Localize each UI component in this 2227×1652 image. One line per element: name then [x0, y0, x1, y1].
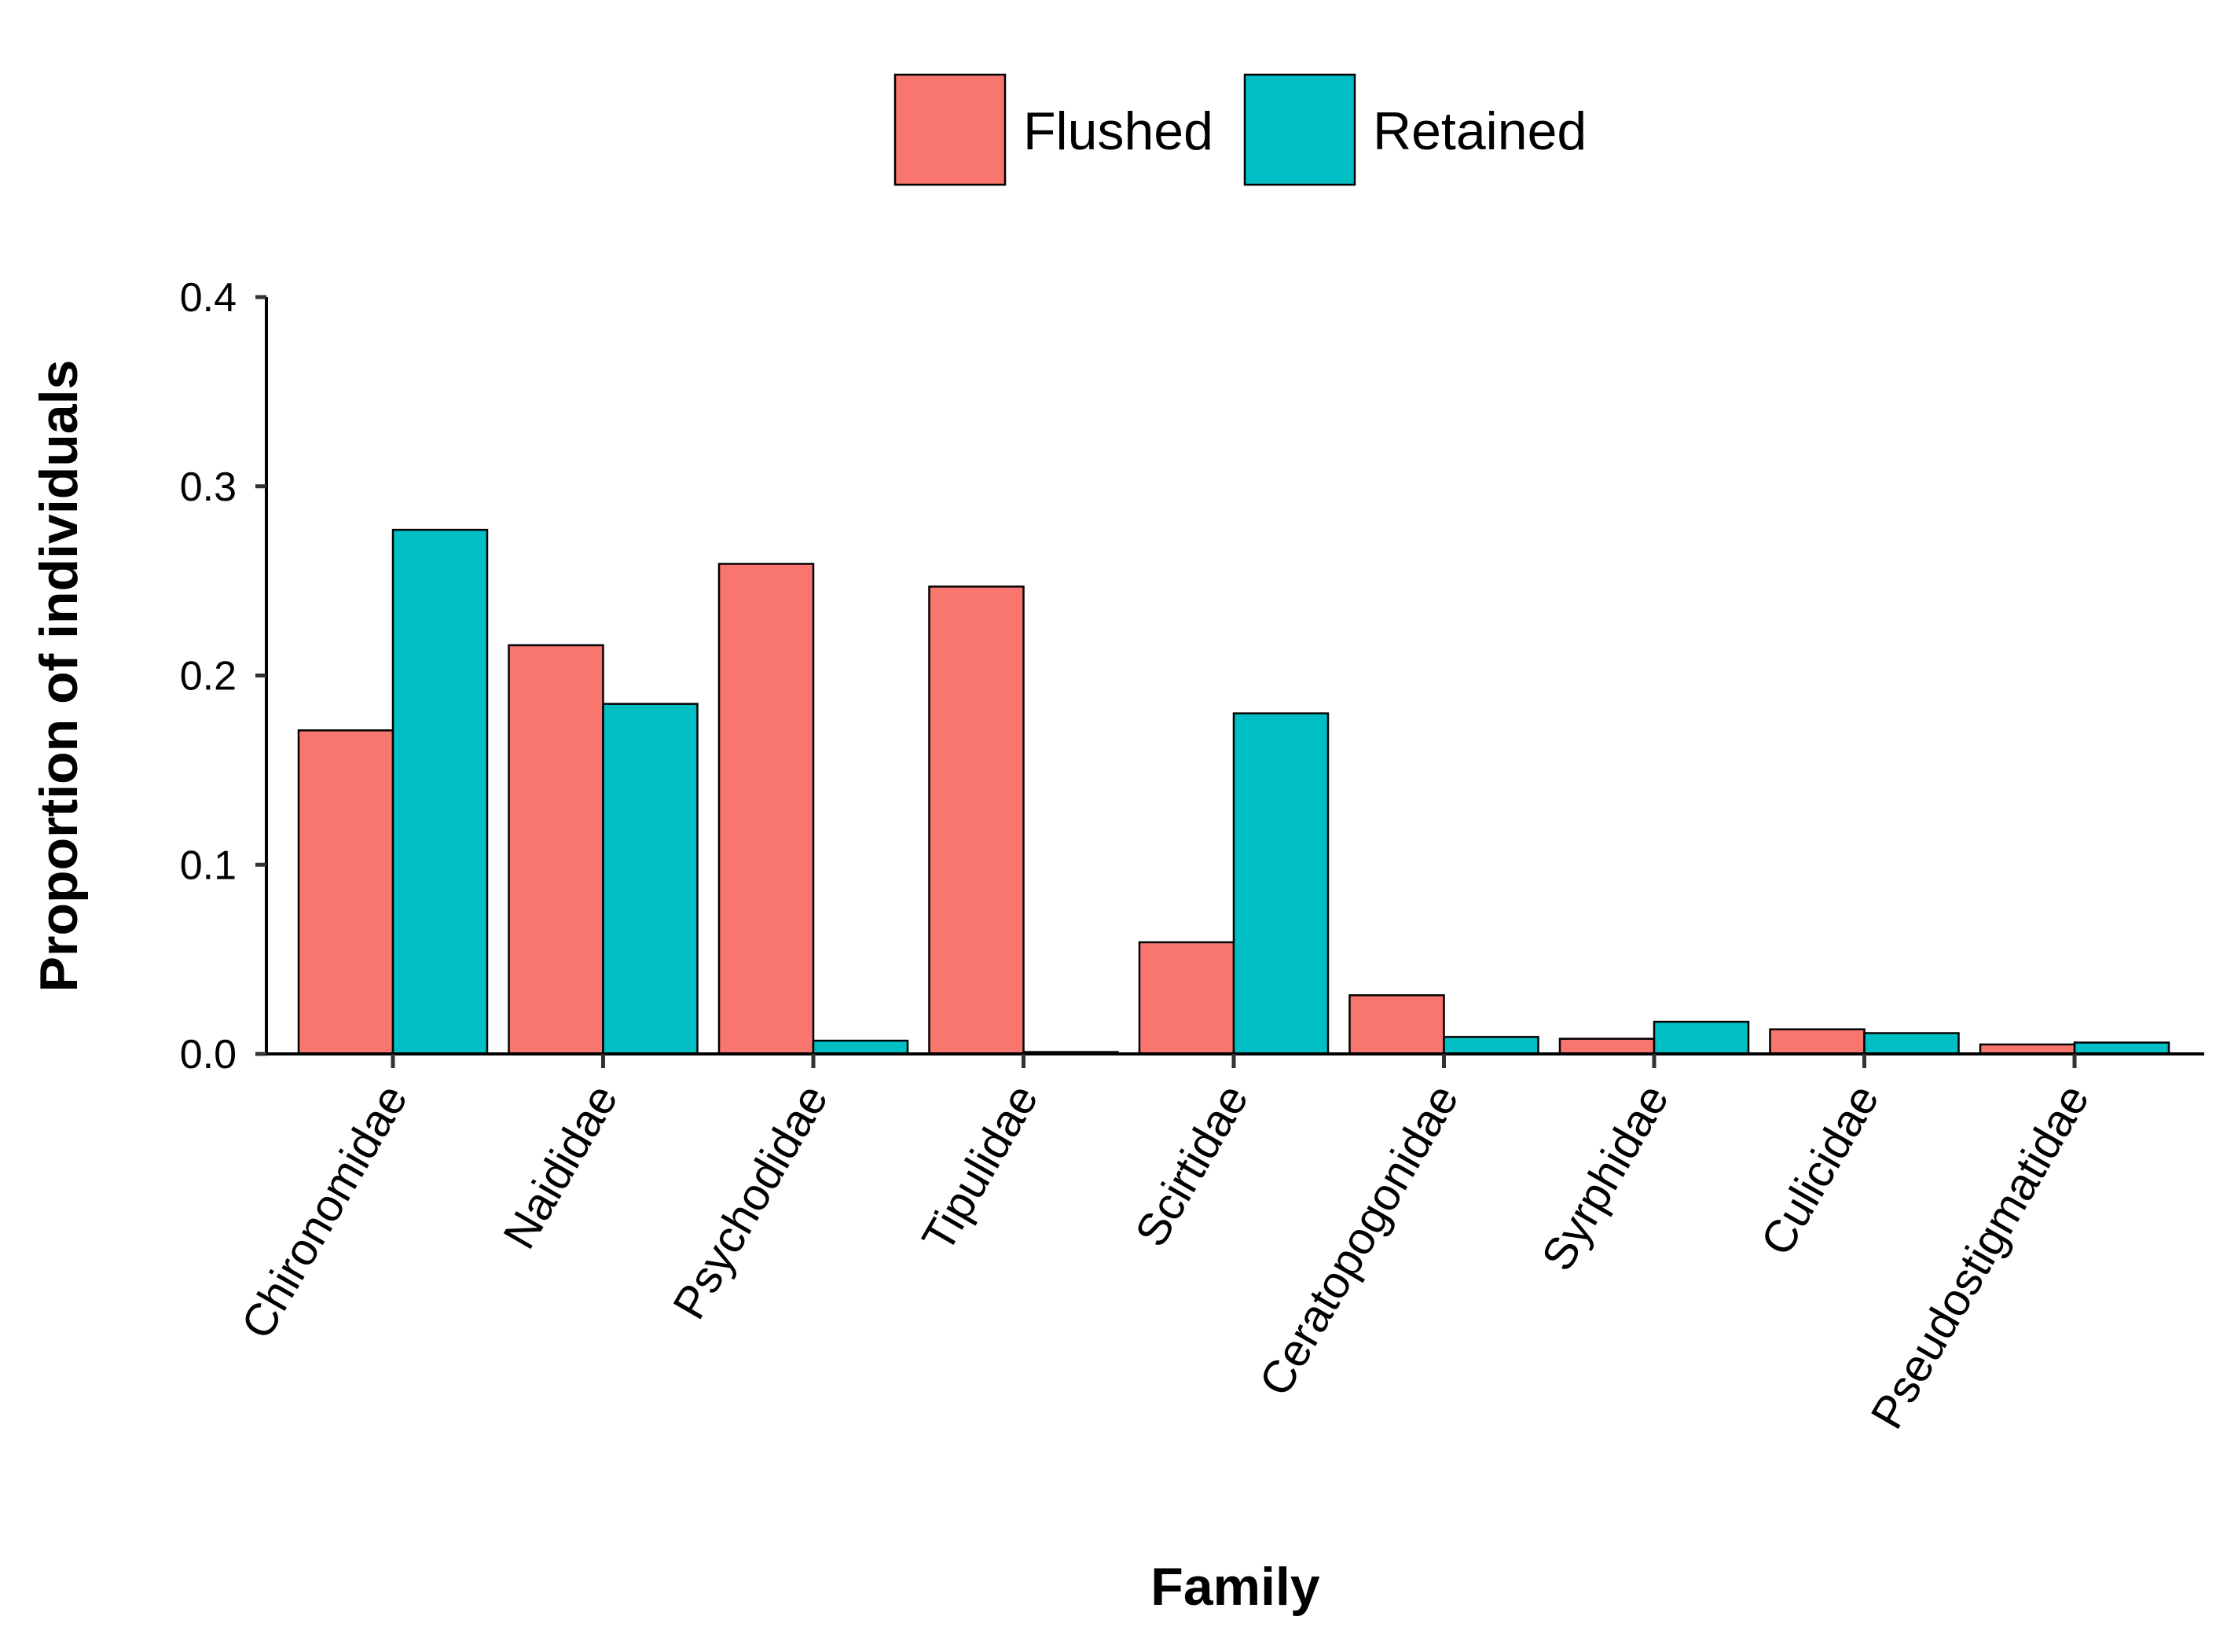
- bar-retained-ceratopogonidae: [1443, 1036, 1539, 1055]
- legend-label-retained: Retained: [1373, 101, 1587, 161]
- bar-flushed-culicidae: [1769, 1028, 1866, 1055]
- x-axis-title: Family: [1150, 1557, 1320, 1617]
- y-tick-label: 0.4: [180, 275, 237, 321]
- legend-label-flushed: Flushed: [1023, 101, 1213, 161]
- bar-flushed-psychodidae: [717, 563, 815, 1055]
- y-tick-label: 0.1: [180, 843, 237, 888]
- bar-retained-chironomidae: [391, 528, 489, 1055]
- bar-flushed-syrphidae: [1558, 1037, 1656, 1055]
- bar-flushed-scirtidae: [1138, 941, 1235, 1055]
- bar-retained-naididae: [602, 703, 699, 1055]
- x-tick-label: Ceratopogonidae: [1249, 1076, 1469, 1404]
- bar-retained-psychodidae: [812, 1039, 909, 1055]
- x-tick-label: Scirtidae: [1125, 1076, 1258, 1255]
- bars: [297, 528, 2170, 1055]
- x-axis: Chironomidae Naididae Psychodidae Tipulidae…: [231, 1052, 2204, 1437]
- bar-retained-syrphidae: [1653, 1020, 1750, 1055]
- legend-key-flushed: [893, 73, 1007, 186]
- bar-flushed-chironomidae: [297, 729, 394, 1055]
- bar-retained-culicidae: [1863, 1032, 1960, 1055]
- bar-flushed-ceratopogonidae: [1348, 994, 1445, 1055]
- y-axis-title: Proportion of individuals: [29, 360, 89, 993]
- y-tick-label: 0.0: [180, 1032, 237, 1077]
- x-tick-label: Psychodidae: [663, 1076, 838, 1327]
- x-tick-label: Chironomidae: [231, 1076, 417, 1347]
- x-tick-label: Syrphidae: [1532, 1076, 1679, 1279]
- legend: Flushed Retained: [893, 73, 1587, 186]
- x-tick-label: Naididae: [493, 1076, 628, 1257]
- bar-retained-scirtidae: [1232, 712, 1330, 1055]
- y-tick-label: 0.3: [180, 464, 237, 510]
- bar-flushed-naididae: [508, 644, 604, 1055]
- y-tick-label: 0.2: [180, 654, 237, 699]
- y-axis: 0.0 0.1 0.2 0.3 0.4: [180, 275, 268, 1077]
- bar-flushed-tipulidae: [928, 586, 1025, 1055]
- x-tick-label: Pseudostigmatidae: [1861, 1076, 2099, 1437]
- x-tick-label: Culicidae: [1751, 1076, 1889, 1264]
- legend-key-retained: [1243, 73, 1356, 186]
- bar-retained-pseudostigmatidae: [2073, 1041, 2170, 1055]
- x-tick-label: Tipulidae: [912, 1076, 1048, 1260]
